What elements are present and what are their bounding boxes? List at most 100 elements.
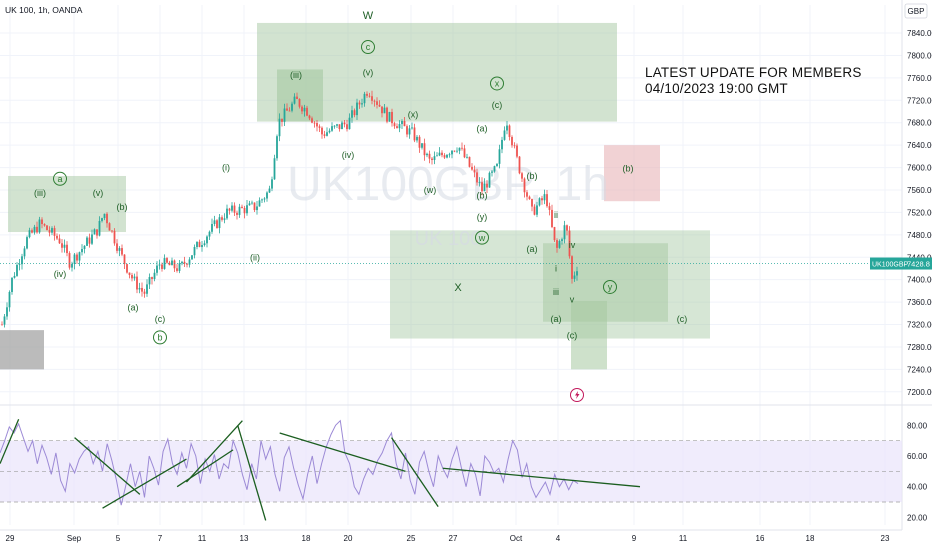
candle-body bbox=[328, 130, 331, 133]
wave-label: (ii) bbox=[250, 252, 260, 262]
y-tick-label: 7200.00 bbox=[907, 388, 932, 397]
x-tick-label: 20 bbox=[344, 534, 353, 543]
candle-body bbox=[283, 108, 286, 122]
candle-body bbox=[216, 220, 218, 229]
x-tick-label: 18 bbox=[806, 534, 815, 543]
candle-body bbox=[13, 275, 16, 278]
wave-label: (i) bbox=[222, 163, 230, 173]
y-tick-label: 7840.00 bbox=[907, 29, 932, 38]
y-tick-label: 7280.00 bbox=[907, 343, 932, 352]
candle-body bbox=[73, 254, 76, 264]
candle-body bbox=[28, 230, 31, 238]
candle-body bbox=[438, 152, 441, 156]
wave-label: y bbox=[608, 282, 613, 292]
candle-body bbox=[213, 220, 216, 224]
symbol-title: UK 100, 1h, OANDA bbox=[5, 5, 83, 15]
candle-body bbox=[571, 256, 573, 279]
candle-body bbox=[193, 247, 196, 256]
candle-body bbox=[36, 226, 38, 233]
y-tick-label: 7800.00 bbox=[907, 51, 932, 60]
rsi-trendline bbox=[237, 425, 267, 521]
wave-label: (x) bbox=[408, 109, 419, 119]
candle-body bbox=[166, 258, 168, 263]
candle-body bbox=[273, 158, 276, 180]
y-tick-label: 7320.00 bbox=[907, 321, 932, 330]
wave-label: b bbox=[157, 333, 162, 343]
candle-body bbox=[81, 248, 83, 253]
wave-label: i bbox=[555, 263, 557, 273]
x-tick-label: 25 bbox=[407, 534, 416, 543]
zone-grey-left bbox=[0, 330, 44, 370]
announcement-line2: 04/10/2023 19:00 GMT bbox=[645, 81, 788, 96]
candle-body bbox=[1, 324, 3, 326]
candle-body bbox=[448, 154, 451, 156]
candle-body bbox=[386, 107, 388, 122]
candle-body bbox=[48, 230, 51, 233]
wave-circle bbox=[475, 230, 489, 245]
wave-label: (c) bbox=[492, 100, 503, 110]
candle-body bbox=[296, 96, 298, 99]
candle-body bbox=[268, 188, 271, 193]
last-price-symbol: UK100GBP bbox=[872, 262, 909, 269]
zone-a-left bbox=[8, 175, 126, 233]
candle-body bbox=[186, 263, 188, 265]
candle-body bbox=[56, 235, 58, 239]
candle-body bbox=[408, 128, 411, 135]
candle-body bbox=[221, 217, 223, 220]
candle-body bbox=[251, 202, 253, 204]
wave-label: (w) bbox=[424, 185, 437, 195]
candle-body bbox=[511, 136, 513, 146]
candle-body bbox=[246, 205, 248, 214]
rsi-tick-label: 40.00 bbox=[907, 483, 928, 492]
candle-body bbox=[518, 156, 521, 174]
candle-body bbox=[278, 118, 281, 137]
x-tick-label: 9 bbox=[632, 534, 637, 543]
candle-body bbox=[466, 156, 468, 158]
candle-body bbox=[316, 122, 318, 127]
axes: GBP7200.007240.007280.007320.007360.0074… bbox=[5, 3, 932, 543]
y-tick-label: 7600.00 bbox=[907, 164, 932, 173]
wave-label: iii bbox=[553, 287, 559, 297]
candle-body bbox=[146, 284, 148, 294]
candle-body bbox=[261, 199, 263, 201]
wave-label: (b) bbox=[117, 202, 128, 212]
candle-body bbox=[133, 276, 136, 279]
candle-body bbox=[163, 258, 166, 269]
candle-body bbox=[468, 156, 471, 167]
candle-body bbox=[533, 206, 536, 215]
candle-body bbox=[228, 208, 231, 211]
candle-body bbox=[406, 126, 408, 135]
candle-body bbox=[281, 118, 283, 122]
candle-body bbox=[116, 243, 118, 251]
candle-body bbox=[411, 127, 413, 129]
candle-body bbox=[8, 291, 11, 308]
candle-body bbox=[341, 122, 343, 130]
candle-body bbox=[471, 166, 473, 170]
candle-body bbox=[108, 223, 111, 231]
candle-body bbox=[331, 126, 333, 131]
candle-body bbox=[83, 245, 86, 249]
candle-body bbox=[33, 226, 36, 233]
candle-body bbox=[348, 117, 351, 130]
wave-label: c bbox=[366, 42, 371, 52]
candle-body bbox=[141, 287, 143, 292]
wave-label: (iii) bbox=[34, 188, 46, 198]
candle-body bbox=[176, 268, 178, 271]
wave-label: (c) bbox=[677, 314, 688, 324]
candle-body bbox=[566, 225, 568, 231]
candle-body bbox=[576, 271, 578, 276]
candle-body bbox=[313, 122, 316, 124]
candle-body bbox=[563, 225, 566, 240]
wave-label: (b) bbox=[527, 171, 538, 181]
candle-body bbox=[121, 248, 123, 255]
candle-body bbox=[346, 124, 348, 130]
wave-label: (b) bbox=[477, 191, 488, 201]
candle-body bbox=[93, 229, 96, 235]
candle-body bbox=[436, 155, 438, 157]
candle-body bbox=[371, 96, 373, 101]
candle-body bbox=[546, 194, 548, 207]
candle-body bbox=[88, 237, 91, 244]
candle-body bbox=[66, 244, 68, 254]
candle-body bbox=[538, 198, 541, 206]
y-tick-label: 7760.00 bbox=[907, 74, 932, 83]
